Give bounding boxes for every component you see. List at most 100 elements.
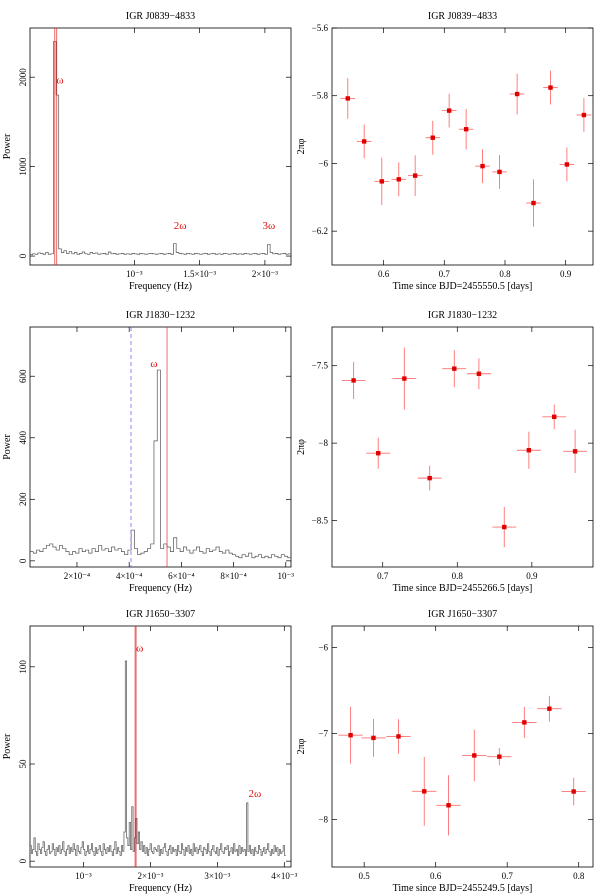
x-tick-label: 2×10⁻³	[137, 871, 163, 881]
point-marker	[552, 414, 557, 420]
point-marker	[351, 378, 356, 383]
data-point	[374, 157, 390, 206]
x-axis-label: Frequency (Hz)	[129, 883, 192, 894]
data-point	[576, 98, 592, 132]
x-tick-label: 10⁻³	[75, 871, 92, 881]
y-tick-label: 200	[18, 492, 28, 506]
harmonic-label: 2ω	[174, 220, 187, 232]
data-point	[442, 350, 467, 388]
x-tick-label: 3×10⁻³	[204, 871, 230, 881]
point-marker	[446, 803, 451, 808]
point-marker	[522, 720, 527, 725]
harmonic-label: ω	[56, 74, 63, 86]
x-tick-label: 0.8	[573, 871, 585, 881]
chart-title: IGR J0839−4833	[126, 11, 195, 22]
y-tick-label: 0	[18, 253, 28, 258]
power-spectrum	[30, 41, 291, 257]
y-tick-label: 1000	[18, 157, 28, 176]
harmonic-label: ω	[136, 642, 143, 654]
plot-frame	[331, 27, 594, 266]
point-marker	[463, 127, 469, 132]
data-point	[542, 404, 567, 430]
data-point	[391, 162, 407, 197]
data-point	[425, 120, 441, 155]
data-point	[559, 147, 575, 182]
data-point	[417, 465, 442, 491]
data-point	[340, 78, 356, 119]
x-tick-label: 2×10⁻³	[252, 269, 278, 279]
harmonic-label: 3ω	[262, 220, 275, 232]
data-point	[563, 429, 588, 474]
data-point	[392, 347, 417, 410]
point-marker	[548, 85, 553, 90]
x-tick-label: 10⁻³	[126, 269, 143, 279]
power-spectrum	[30, 369, 291, 561]
point-marker	[531, 200, 536, 206]
x-tick-label: 0.7	[439, 269, 451, 279]
y-tick-label: 0	[18, 558, 28, 563]
point-marker	[581, 112, 587, 118]
plot-frame	[29, 27, 292, 266]
x-tick-label: 0.7	[377, 571, 389, 581]
x-axis-label: Frequency (Hz)	[129, 281, 192, 292]
x-tick-label: 0.9	[560, 269, 572, 279]
plot-area	[30, 28, 291, 265]
data-point	[386, 719, 411, 754]
y-tick-label: −6	[318, 158, 328, 168]
data-point	[543, 70, 558, 105]
point-marker	[526, 448, 532, 453]
y-axis-label: 2πφ	[296, 439, 307, 455]
x-tick-label: 0.9	[526, 571, 538, 581]
data-point	[526, 179, 541, 227]
panel-2: IGR J0839−4833 0.6 0.7 0.8 0.9 −5.6 −5.8 −6 −6.2…	[296, 11, 594, 292]
point-marker	[348, 733, 353, 738]
data-point	[462, 729, 487, 782]
x-tick-label: 1.5×10⁻³	[183, 269, 216, 279]
chart-title: IGR J0839−4833	[428, 11, 497, 22]
plot-area	[30, 626, 286, 867]
y-tick-label: 600	[18, 369, 28, 383]
y-tick-label: −5.6	[312, 23, 329, 33]
data-point	[561, 777, 586, 806]
data-point	[436, 775, 461, 836]
panel-3: IGR J1830−1232 2×10⁻⁴ 4×10⁻⁴ 6×10⁻⁴ 8×10⁻⁴ 10…	[2, 310, 294, 594]
point-marker	[376, 450, 381, 456]
data-point	[475, 149, 490, 184]
panel-1: IGR J0839−4833 10⁻³ 1.5×10⁻³ 2×10⁻³ 0 1000 200…	[2, 11, 292, 292]
point-marker	[502, 524, 507, 530]
y-tick-label: −7	[318, 729, 328, 739]
plot-frame	[331, 625, 594, 868]
data-point	[492, 154, 507, 189]
point-marker	[427, 475, 432, 481]
point-marker	[402, 376, 407, 381]
plot-area	[340, 70, 592, 227]
point-marker	[480, 163, 485, 169]
x-tick-label: 4×10⁻⁴	[116, 571, 142, 581]
point-marker	[446, 108, 452, 113]
data-point	[356, 124, 372, 159]
y-tick-label: −6.2	[312, 226, 328, 236]
data-point	[341, 361, 366, 399]
x-tick-label: 0.5	[359, 871, 371, 881]
y-axis-label: Power	[2, 434, 13, 460]
chart-title: IGR J1830−1232	[126, 310, 195, 321]
x-tick-label: 8×10⁻⁴	[220, 571, 246, 581]
plot-area	[30, 327, 291, 567]
plot-frame	[29, 625, 292, 868]
y-tick-label: 2000	[18, 68, 28, 87]
y-tick-label: −5.8	[312, 91, 329, 101]
y-tick-label: −8	[318, 438, 328, 448]
point-marker	[572, 449, 578, 454]
data-point	[492, 506, 517, 548]
point-marker	[361, 139, 367, 144]
point-marker	[430, 135, 435, 140]
y-tick-label: −8	[318, 815, 328, 825]
point-marker	[379, 179, 384, 184]
data-point	[466, 358, 491, 390]
point-marker	[371, 735, 376, 741]
y-axis-label: Power	[2, 133, 13, 159]
data-point	[512, 706, 537, 738]
data-point	[361, 718, 386, 757]
point-marker	[396, 734, 401, 739]
